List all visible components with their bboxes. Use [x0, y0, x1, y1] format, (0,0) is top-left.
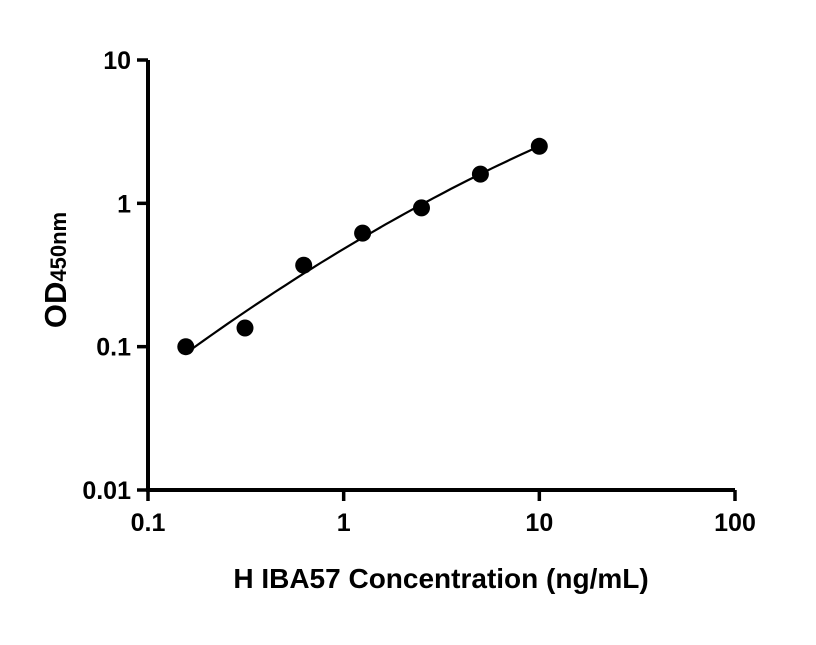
y-axis-tick-label: 0.01 — [82, 477, 131, 505]
axis-lines — [146, 60, 735, 492]
data-point — [236, 319, 254, 337]
x-axis-tick-label: 10 — [525, 509, 553, 537]
data-point — [471, 165, 489, 183]
y-axis-tick-label: 10 — [103, 47, 131, 75]
y-axis-tick-label: 0.1 — [96, 334, 131, 362]
x-axis-title: H IBA57 Concentration (ng/mL) — [233, 563, 648, 594]
x-axis-tick-label: 0.1 — [131, 509, 166, 537]
x-axis-tick-label: 100 — [714, 509, 756, 537]
data-point — [177, 338, 195, 356]
y-axis-tick-label: 1 — [117, 190, 131, 218]
x-axis-tick-label: 1 — [337, 509, 351, 537]
y-axis-title-main: OD — [38, 282, 73, 329]
data-point — [354, 224, 372, 242]
data-point — [530, 137, 548, 155]
data-point — [413, 199, 430, 217]
y-axis-title-sub: 450nm — [46, 212, 71, 282]
y-axis-title: OD450nm — [38, 212, 73, 328]
data-points-layer — [177, 137, 548, 356]
data-point — [295, 256, 313, 274]
